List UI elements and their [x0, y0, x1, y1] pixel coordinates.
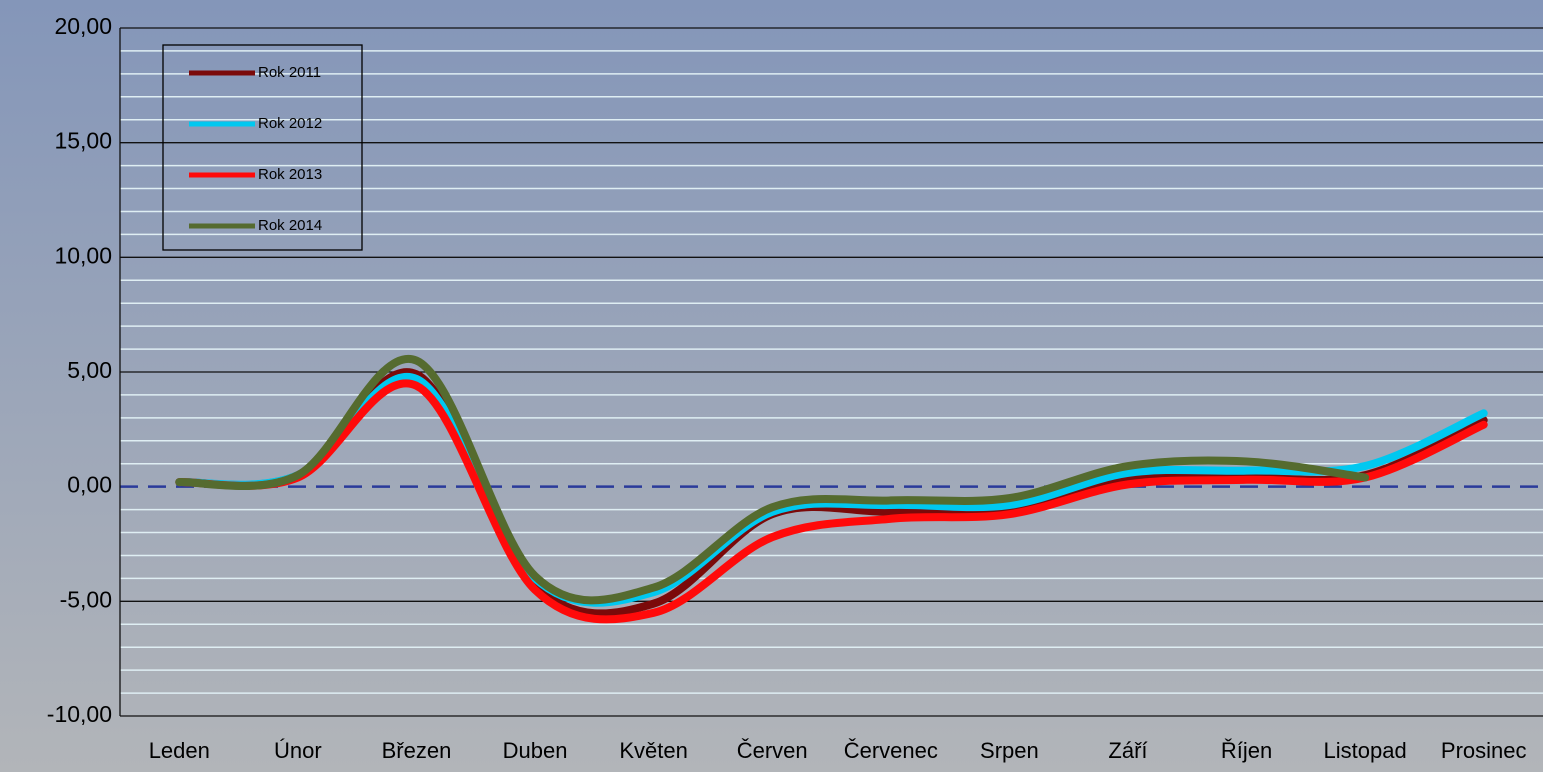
x-tick-label: Duben — [503, 738, 568, 763]
series-line — [175, 354, 1370, 605]
x-tick-label: Říjen — [1221, 738, 1272, 763]
y-tick-label: -5,00 — [60, 586, 112, 612]
y-tick-label: 5,00 — [67, 357, 112, 383]
y-tick-label: 10,00 — [54, 242, 112, 268]
x-tick-label: Červen — [737, 738, 808, 763]
legend-label: Rok 2013 — [258, 166, 322, 183]
x-tick-label: Srpen — [980, 738, 1039, 763]
grid: -10,00 -5,00 0,00 5,00 10,00 15,00 20,00 Leden Ú… — [47, 13, 1543, 763]
x-tick-label: Září — [1108, 738, 1147, 763]
legend-box — [162, 44, 363, 251]
y-tick-label: 20,00 — [54, 13, 112, 39]
legend-label: Rok 2011 — [258, 64, 321, 81]
series-line — [175, 379, 1488, 624]
y-tick-label: 0,00 — [67, 472, 112, 498]
x-tick-label: Prosinec — [1441, 738, 1527, 763]
x-tick-label: Červenec — [844, 738, 938, 763]
x-tick-label: Únor — [274, 738, 322, 763]
legend-label: Rok 2012 — [258, 115, 322, 132]
legend: Rok 2011 Rok 2012 Rok 2013 Rok 2014 — [162, 44, 363, 251]
x-tick-label: Květen — [619, 738, 688, 763]
x-tick-label: Listopad — [1324, 738, 1407, 763]
y-tick-label: -10,00 — [47, 701, 112, 727]
x-tick-label: Leden — [149, 738, 210, 763]
series-line — [175, 372, 1488, 607]
y-tick-label: 15,00 — [54, 128, 112, 154]
lines — [175, 354, 1488, 624]
legend-label: Rok 2014 — [258, 217, 322, 234]
x-tick-label: Březen — [382, 738, 452, 763]
